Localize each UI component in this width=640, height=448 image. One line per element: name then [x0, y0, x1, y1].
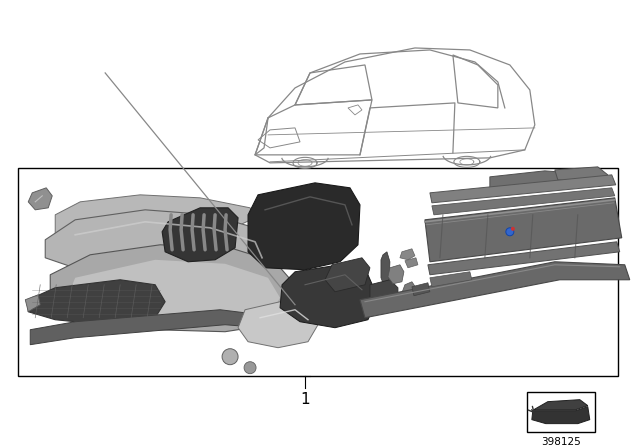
Polygon shape — [370, 280, 398, 310]
Circle shape — [244, 362, 256, 374]
Polygon shape — [360, 262, 630, 318]
Polygon shape — [388, 265, 404, 284]
Polygon shape — [162, 208, 238, 262]
Polygon shape — [428, 242, 620, 275]
Polygon shape — [412, 283, 430, 296]
Text: 398125: 398125 — [541, 437, 580, 447]
Polygon shape — [55, 195, 255, 235]
Circle shape — [506, 228, 514, 236]
Polygon shape — [534, 400, 588, 409]
Polygon shape — [400, 249, 415, 260]
Bar — [19, 168, 618, 376]
Polygon shape — [28, 188, 52, 210]
Polygon shape — [490, 171, 580, 194]
Polygon shape — [238, 302, 318, 348]
Polygon shape — [402, 282, 416, 300]
Polygon shape — [30, 310, 288, 345]
Circle shape — [222, 349, 238, 365]
Polygon shape — [432, 188, 615, 215]
Polygon shape — [430, 175, 616, 203]
Polygon shape — [532, 407, 590, 424]
Polygon shape — [68, 260, 280, 320]
Polygon shape — [50, 245, 295, 332]
Circle shape — [511, 227, 515, 231]
Polygon shape — [405, 258, 418, 268]
Polygon shape — [430, 272, 472, 287]
Polygon shape — [381, 252, 390, 288]
Polygon shape — [25, 295, 40, 312]
Polygon shape — [28, 280, 165, 325]
Bar — [527, 392, 595, 431]
Polygon shape — [248, 183, 360, 270]
Polygon shape — [280, 265, 378, 328]
Polygon shape — [425, 198, 621, 262]
Text: 1: 1 — [300, 392, 310, 407]
Polygon shape — [555, 167, 608, 182]
Polygon shape — [45, 210, 268, 285]
Polygon shape — [325, 258, 370, 292]
